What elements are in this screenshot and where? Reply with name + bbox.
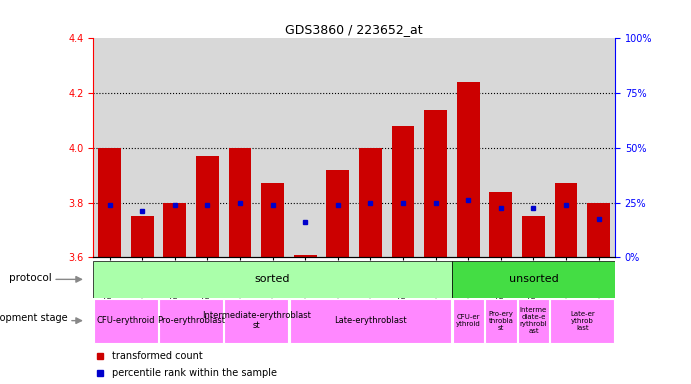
Text: Intermediate-erythroblast
st: Intermediate-erythroblast st [202,311,311,330]
Bar [359,148,382,257]
Bar [326,170,349,257]
Bar [93,261,452,298]
Bar [453,298,484,343]
Text: Pro-ery
throbla
st: Pro-ery throbla st [489,311,513,331]
Bar [452,261,615,298]
Text: Late-er
ythrob
last: Late-er ythrob last [570,311,595,331]
Text: sorted: sorted [255,274,290,285]
Bar [261,184,284,257]
Bar [555,184,578,257]
Text: unsorted: unsorted [509,274,558,285]
Bar [518,298,549,343]
Bar [225,298,288,343]
Bar [489,192,512,257]
Bar [229,148,252,257]
Bar [163,202,186,257]
Bar [392,126,415,257]
Text: Pro-erythroblast: Pro-erythroblast [157,316,225,325]
Bar [159,298,223,343]
Bar [98,148,121,257]
Text: CFU-er
ythroid: CFU-er ythroid [456,314,481,327]
Text: CFU-erythroid: CFU-erythroid [97,316,155,325]
Bar [94,298,158,343]
Bar [551,298,614,343]
Bar [196,156,219,257]
Text: Interme
diate-e
rythrobl
ast: Interme diate-e rythrobl ast [520,307,547,334]
Bar [485,298,516,343]
Bar [290,298,451,343]
Bar [587,202,610,257]
Bar [294,255,316,257]
Bar [522,216,545,257]
Text: Late-erythroblast: Late-erythroblast [334,316,407,325]
Bar [424,109,447,257]
Text: percentile rank within the sample: percentile rank within the sample [112,368,277,378]
Text: protocol: protocol [8,273,51,283]
Bar [131,216,153,257]
Bar [457,82,480,257]
Title: GDS3860 / 223652_at: GDS3860 / 223652_at [285,23,423,36]
Text: transformed count: transformed count [112,351,203,361]
Text: development stage: development stage [0,313,67,323]
